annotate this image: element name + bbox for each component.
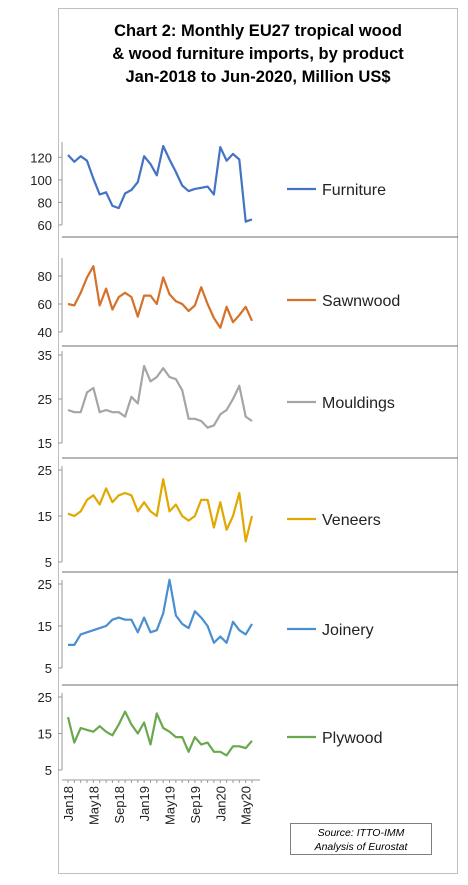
x-tick-label-may19: May19 <box>163 786 178 825</box>
source-note-line-2: Analysis of Eurostat <box>314 841 408 853</box>
source-note: Source: ITTO-IMM Analysis of Eurostat <box>290 823 432 855</box>
x-tick-label-sep19: Sep19 <box>188 786 203 824</box>
mouldings-y-tick-label-35: 35 <box>38 348 52 363</box>
mouldings-y-tick-label-25: 25 <box>38 392 52 407</box>
plywood-y-tick-label-15: 15 <box>38 727 52 742</box>
joinery-y-tick-label-25: 25 <box>38 577 52 592</box>
x-tick-label-jan18: Jan18 <box>61 786 76 821</box>
chart-frame <box>58 8 458 874</box>
mouldings-series-line <box>67 364 253 429</box>
x-tick-label-may18: May18 <box>86 786 101 825</box>
x-tick-label-may20: May20 <box>239 786 254 825</box>
chart-title: Chart 2: Monthly EU27 tropical wood & wo… <box>58 20 458 89</box>
mouldings-legend-label: Mouldings <box>322 395 395 412</box>
joinery-series-line <box>68 578 253 646</box>
sawnwood-legend-label: Sawnwood <box>322 293 400 310</box>
x-tick-label-jan19: Jan19 <box>137 786 152 821</box>
sawnwood-series-line <box>67 265 254 329</box>
chart-title-line-2: & wood furniture imports, by product <box>112 45 404 63</box>
joinery-legend-label: Joinery <box>322 622 374 639</box>
plywood-series-line <box>66 710 253 757</box>
x-tick-label-jan20: Jan20 <box>213 786 228 821</box>
furniture-y-tick-label-100: 100 <box>30 173 52 188</box>
furniture-legend-label: Furniture <box>322 182 386 199</box>
joinery-y-tick-label-5: 5 <box>45 661 52 676</box>
veneers-y-tick-label-25: 25 <box>38 463 52 478</box>
joinery-y-tick-label-15: 15 <box>38 619 52 634</box>
veneers-series-line <box>67 478 254 543</box>
furniture-y-tick-label-60: 60 <box>38 218 52 233</box>
furniture-series-line <box>67 144 253 223</box>
plywood-y-tick-label-25: 25 <box>38 690 52 705</box>
veneers-legend-label: Veneers <box>322 512 381 529</box>
furniture-y-tick-label-80: 80 <box>38 195 52 210</box>
x-tick-label-sep18: Sep18 <box>112 786 127 824</box>
plywood-y-tick-label-5: 5 <box>45 763 52 778</box>
sawnwood-y-tick-label-60: 60 <box>38 297 52 312</box>
plywood-legend-label: Plywood <box>322 730 382 747</box>
sawnwood-y-tick-label-80: 80 <box>38 269 52 284</box>
furniture-y-tick-label-120: 120 <box>30 150 52 165</box>
chart-title-line-3: Jan-2018 to Jun-2020, Million US$ <box>125 68 391 86</box>
veneers-y-tick-label-15: 15 <box>38 509 52 524</box>
sawnwood-y-tick-label-40: 40 <box>38 325 52 340</box>
veneers-y-tick-label-5: 5 <box>45 555 52 570</box>
source-note-line-1: Source: ITTO-IMM <box>317 827 405 839</box>
chart-title-line-1: Chart 2: Monthly EU27 tropical wood <box>114 22 402 40</box>
mouldings-y-tick-label-15: 15 <box>38 436 52 451</box>
